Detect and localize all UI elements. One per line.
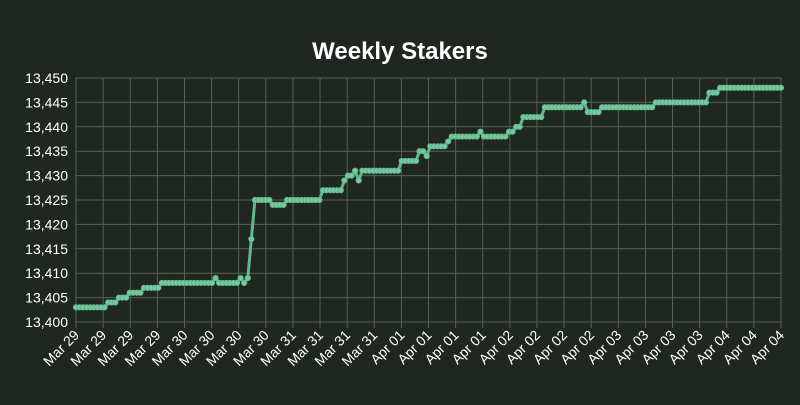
data-point [595,109,602,116]
data-point [581,99,588,106]
data-point [502,133,509,140]
y-tick-label: 13,420 [25,216,68,232]
data-point [394,167,402,174]
y-tick-label: 13,440 [25,119,68,135]
data-point [473,133,480,140]
data-point [123,294,130,301]
data-point [101,304,108,311]
data-point [777,84,785,91]
data-point [441,143,448,150]
data-point [280,201,287,208]
data-point [516,123,523,130]
data-point [423,152,430,160]
y-tick-label: 13,425 [25,192,68,208]
series [72,84,785,311]
data-point [341,177,348,184]
data-point [355,177,362,184]
data-point [337,187,344,194]
y-tick-label: 13,410 [25,265,68,281]
data-point [420,148,427,155]
data-point [538,113,545,121]
grid [75,77,782,328]
data-point [212,274,219,282]
data-point [509,128,516,135]
data-point [316,196,323,204]
data-point [412,157,420,165]
data-point [352,167,359,174]
y-tick-label: 13,435 [25,143,68,159]
data-point [348,172,355,179]
y-tick-label: 13,450 [25,70,68,86]
data-point [649,104,656,111]
data-point [713,89,720,96]
y-tick-label: 13,415 [25,241,68,257]
data-point [248,235,255,243]
data-point [702,99,709,106]
data-point [577,104,584,111]
y-tick-label: 13,400 [25,314,68,330]
data-point [112,299,119,306]
data-point [266,196,273,204]
data-point [445,138,452,145]
data-point [241,279,248,287]
data-point [208,279,216,287]
data-point [155,284,162,291]
data-point [137,289,144,296]
y-tick-label: 13,445 [25,94,68,110]
chart-title: Weekly Stakers [312,38,488,65]
data-point [233,279,241,287]
y-tick-label: 13,405 [25,290,68,306]
data-point [477,128,484,135]
y-tick-label: 13,430 [25,168,68,184]
data-point [237,274,244,282]
data-point [244,274,251,282]
